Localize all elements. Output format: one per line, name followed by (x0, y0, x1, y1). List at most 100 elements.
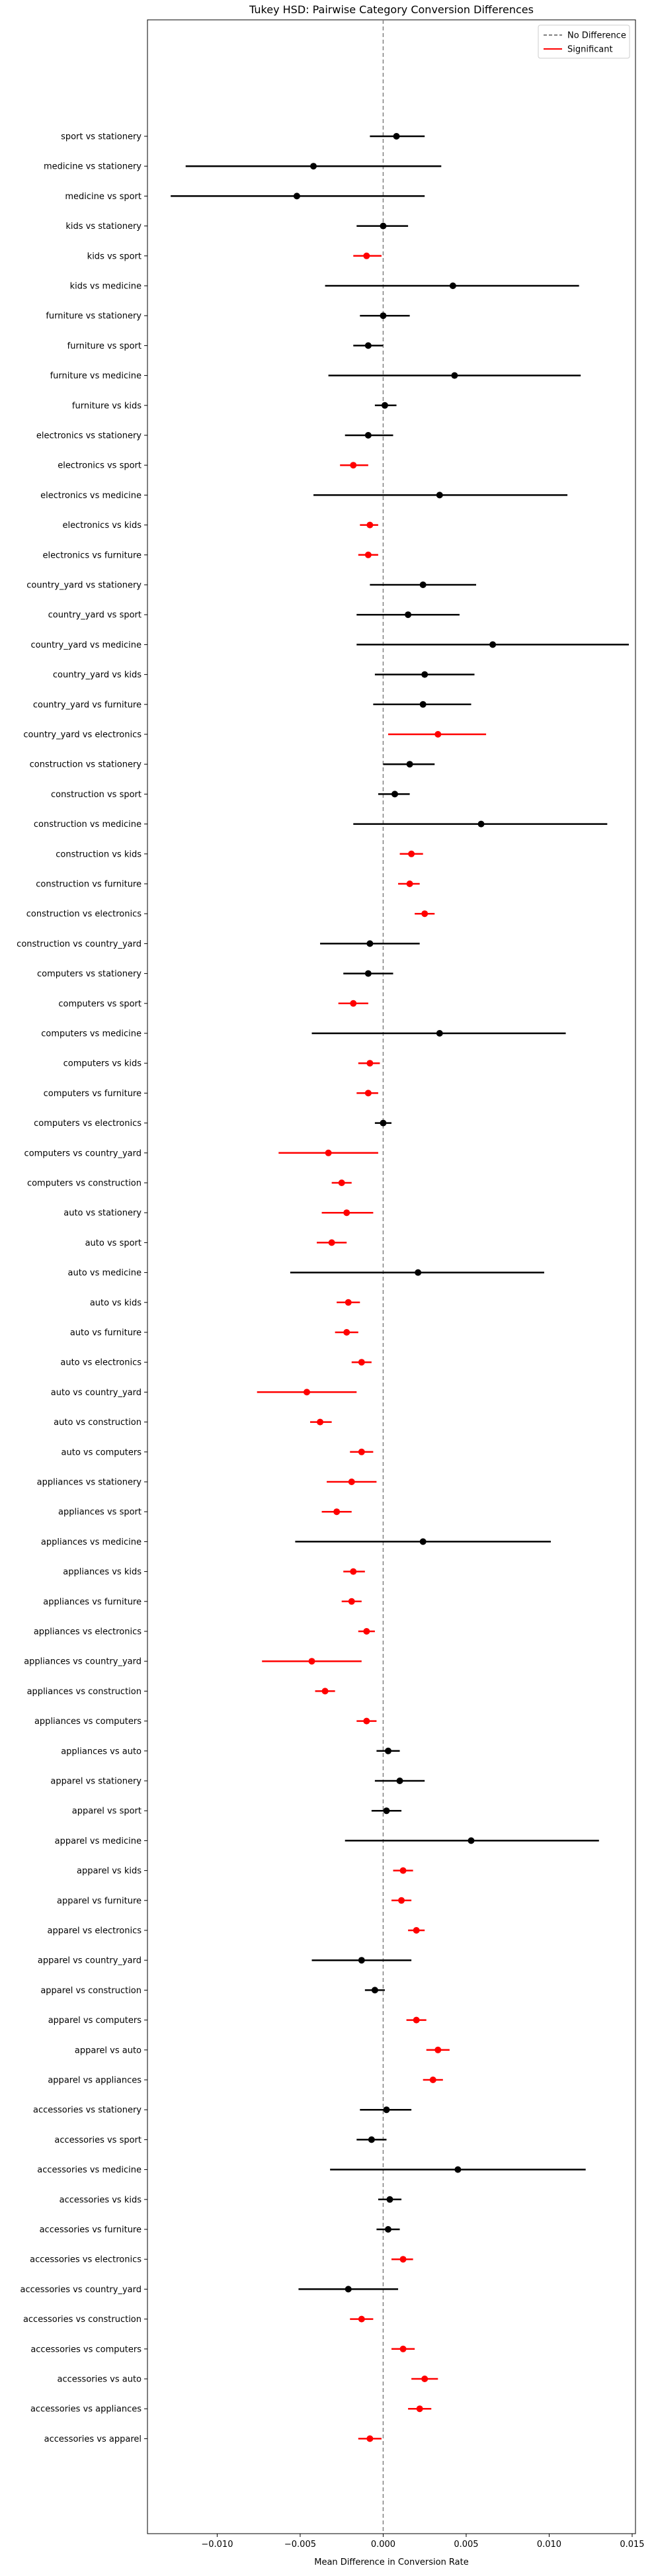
mean-point (399, 2345, 407, 2352)
y-tick-label: accessories vs country_yard (20, 2285, 142, 2295)
y-tick-label: appliances vs kids (63, 1567, 142, 1577)
y-tick-label: computers vs medicine (41, 1029, 142, 1039)
mean-point (393, 133, 400, 140)
y-tick-label: apparel vs sport (72, 1807, 142, 1817)
chart-title: Tukey HSD: Pairwise Category Conversion … (249, 3, 534, 16)
y-tick-label: accessories vs computers (30, 2344, 142, 2354)
y-tick-label: appliances vs auto (61, 1746, 142, 1756)
y-tick-label: sport vs stationery (61, 132, 142, 142)
y-tick-label: country_yard vs electronics (23, 730, 142, 740)
mean-point (408, 850, 415, 857)
mean-point (381, 402, 388, 409)
mean-point (421, 910, 429, 918)
y-tick-label: auto vs construction (54, 1418, 142, 1428)
legend-box (538, 24, 630, 59)
y-tick-label: medicine vs sport (65, 192, 142, 202)
x-tick-label: −0.010 (201, 2540, 233, 2550)
legend-label: Significant (567, 45, 613, 55)
mean-point (325, 1149, 332, 1156)
mean-point (399, 2256, 407, 2263)
y-tick-label: apparel vs kids (77, 1866, 142, 1876)
x-tick-label: 0.005 (454, 2540, 478, 2550)
mean-point (398, 1897, 405, 1904)
mean-point (364, 342, 372, 349)
y-tick-label: auto vs country_yard (51, 1388, 142, 1398)
y-tick-label: construction vs electronics (26, 910, 142, 920)
y-tick-label: furniture vs stationery (46, 312, 142, 322)
y-tick-label: country_yard vs sport (48, 611, 142, 621)
mean-point (343, 1209, 350, 1217)
y-tick-label: electronics vs stationery (36, 431, 142, 441)
mean-point (489, 641, 497, 648)
x-tick-label: −0.005 (284, 2540, 316, 2550)
y-tick-label: apparel vs electronics (48, 1926, 142, 1936)
mean-point (384, 2226, 391, 2233)
y-tick-label: appliances vs medicine (41, 1537, 142, 1547)
mean-point (419, 701, 427, 708)
y-tick-label: accessories vs kids (60, 2195, 142, 2205)
y-tick-label: country_yard vs furniture (33, 700, 142, 710)
y-tick-label: country_yard vs kids (53, 670, 142, 680)
mean-point (358, 1957, 365, 1964)
mean-point (293, 193, 300, 200)
y-tick-label: kids vs sport (87, 251, 142, 261)
y-tick-label: auto vs computers (61, 1447, 142, 1457)
mean-point (436, 492, 443, 499)
y-tick-label: apparel vs construction (40, 1986, 142, 1996)
y-tick-label: computers vs construction (27, 1179, 142, 1189)
y-tick-label: appliances vs construction (27, 1687, 142, 1697)
y-tick-label: construction vs kids (56, 849, 142, 859)
mean-point (317, 1418, 324, 1426)
y-tick-label: accessories vs sport (54, 2135, 142, 2145)
mean-point (380, 312, 387, 320)
y-tick-label: accessories vs stationery (33, 2106, 142, 2116)
mean-point (366, 940, 374, 947)
mean-point (421, 2376, 429, 2382)
mean-point (350, 1568, 357, 1575)
y-tick-label: apparel vs furniture (57, 1896, 142, 1906)
mean-point (451, 372, 458, 379)
y-tick-label: appliances vs sport (58, 1508, 142, 1518)
mean-point (468, 1837, 475, 1844)
mean-point (321, 1688, 329, 1695)
y-tick-label: country_yard vs medicine (31, 640, 142, 650)
mean-point (406, 761, 413, 768)
mean-point (434, 731, 442, 738)
mean-point (415, 1269, 422, 1276)
x-tick-label: 0.010 (537, 2540, 561, 2550)
y-tick-label: kids vs stationery (65, 222, 142, 232)
mean-point (363, 1628, 370, 1635)
mean-point (366, 2435, 374, 2442)
mean-point (383, 2106, 390, 2114)
mean-point (366, 1060, 374, 1067)
y-tick-label: appliances vs country_yard (24, 1657, 142, 1667)
y-tick-label: accessories vs appliances (30, 2405, 142, 2415)
y-tick-label: electronics vs furniture (42, 550, 142, 560)
mean-point (343, 1329, 350, 1336)
legend: No Difference Significant (538, 24, 630, 59)
mean-point (449, 282, 456, 289)
mean-point (399, 1867, 407, 1874)
y-axis-labels: sport vs stationery medicine vs stationer… (17, 132, 147, 2444)
y-tick-label: medicine vs stationery (44, 162, 142, 172)
y-tick-label: computers vs furniture (44, 1089, 142, 1099)
mean-point (405, 611, 412, 619)
y-tick-label: computers vs sport (58, 999, 142, 1009)
mean-point (345, 1299, 352, 1306)
y-tick-label: auto vs electronics (60, 1358, 142, 1368)
y-tick-label: kids vs medicine (70, 282, 142, 292)
mean-point (396, 1778, 403, 1784)
mean-point (333, 1508, 341, 1516)
mean-point (363, 1717, 370, 1725)
mean-point (434, 2046, 442, 2053)
axes-frame (147, 19, 636, 2534)
mean-point (391, 791, 399, 798)
y-tick-label: computers vs stationery (37, 969, 142, 979)
mean-point (348, 1598, 355, 1605)
mean-point (413, 2016, 420, 2024)
mean-point (454, 2166, 462, 2173)
mean-point (406, 880, 413, 887)
mean-point (358, 1359, 365, 1366)
